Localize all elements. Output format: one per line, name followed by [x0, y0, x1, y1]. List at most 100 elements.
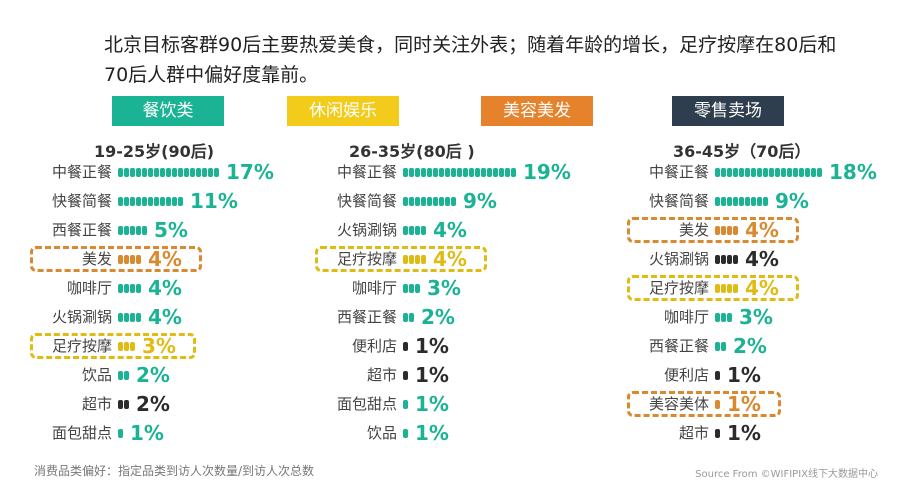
bar [715, 197, 768, 206]
bar-unit [445, 168, 450, 177]
highlight-box [30, 246, 202, 272]
bar-unit [445, 197, 450, 206]
bar [118, 197, 183, 206]
bar [403, 400, 408, 409]
bar-row: 西餐正餐 2% [305, 303, 585, 332]
value-label: 2% [136, 392, 170, 416]
bar-unit [727, 313, 732, 322]
category-label: 快餐简餐 [51, 192, 112, 210]
value-label: 1% [130, 421, 164, 445]
category-label: 西餐正餐 [648, 337, 709, 355]
bar-unit [214, 168, 219, 177]
bar-unit [757, 197, 762, 206]
bar-row: 西餐正餐 5% [20, 216, 300, 245]
bar-unit [130, 168, 135, 177]
bar-unit [457, 168, 462, 177]
category-label: 饮品 [81, 366, 112, 384]
value-label: 4% [745, 218, 779, 242]
highlight-box [627, 217, 799, 243]
highlight-box [627, 275, 799, 301]
bar-unit [715, 342, 720, 351]
bar-unit [136, 313, 141, 322]
bar-unit [463, 168, 468, 177]
value-label: 1% [727, 363, 761, 387]
bar-unit [136, 284, 141, 293]
bar-unit [403, 371, 408, 380]
bar-unit [202, 168, 207, 177]
bar-unit [427, 168, 432, 177]
bar-row: 快餐简餐 11% [20, 187, 300, 216]
bar-row: 足疗按摩 4% [625, 274, 900, 303]
legend-retail: 零售卖场 [672, 96, 784, 126]
bar-unit [715, 313, 720, 322]
bar-unit [415, 197, 420, 206]
bar-unit [439, 168, 444, 177]
bar-unit [136, 197, 141, 206]
chart-title: 26-35岁(80后 ) [349, 142, 475, 161]
category-label: 美发 [678, 221, 709, 239]
bar-unit [415, 226, 420, 235]
value-label: 19% [523, 160, 571, 184]
bar-unit [166, 168, 171, 177]
value-label: 1% [415, 392, 449, 416]
bar-unit [415, 255, 420, 264]
bar-unit [403, 400, 408, 409]
bar [715, 342, 726, 351]
bar-unit [124, 168, 129, 177]
legend-beauty: 美容美发 [481, 96, 593, 126]
bar-unit [715, 168, 720, 177]
chart-panel-1: 19-25岁(90后) 中餐正餐 17% 快餐简餐 11% 西餐正餐 5% 美发 4% 咖啡厅 4%… [20, 138, 300, 458]
bar-unit [118, 400, 123, 409]
value-label: 2% [733, 334, 767, 358]
bar-unit [751, 197, 756, 206]
chart-title: 19-25岁(90后) [94, 142, 215, 161]
bar-unit [403, 313, 408, 322]
bar-unit [481, 168, 486, 177]
bar-unit [124, 226, 129, 235]
bar [715, 400, 720, 409]
bar [715, 284, 738, 293]
bar-unit [166, 197, 171, 206]
bar-unit [118, 371, 123, 380]
bar-unit [715, 371, 720, 380]
category-label: 足疗按摩 [51, 337, 112, 355]
bar-unit [130, 197, 135, 206]
bar-unit [178, 197, 183, 206]
value-label: 9% [775, 189, 809, 213]
highlight-box [627, 391, 781, 417]
bar [118, 371, 129, 380]
bar [118, 255, 141, 264]
bar-unit [403, 429, 408, 438]
bar-unit [751, 168, 756, 177]
value-label: 1% [727, 421, 761, 445]
bar-unit [793, 168, 798, 177]
bar-unit [493, 168, 498, 177]
bar-unit [184, 168, 189, 177]
bar-unit [130, 226, 135, 235]
bar-unit [124, 255, 129, 264]
bar-unit [172, 197, 177, 206]
bar [118, 342, 135, 351]
bar-unit [727, 197, 732, 206]
bar-unit [409, 226, 414, 235]
bar-unit [715, 226, 720, 235]
bar-unit [469, 168, 474, 177]
bar-row: 西餐正餐 2% [625, 332, 900, 361]
value-label: 3% [739, 305, 773, 329]
category-label: 西餐正餐 [336, 308, 397, 326]
bar-unit [733, 226, 738, 235]
bar-unit [775, 168, 780, 177]
bar [118, 400, 129, 409]
bar-unit [427, 197, 432, 206]
bar-unit [715, 255, 720, 264]
bar-row: 快餐简餐 9% [625, 187, 900, 216]
bar-unit [787, 168, 792, 177]
bar-row: 火锅涮锅 4% [625, 245, 900, 274]
bar-row: 中餐正餐 18% [625, 158, 900, 187]
bar-unit [451, 168, 456, 177]
bar-unit [118, 255, 123, 264]
bar-unit [172, 168, 177, 177]
bar-unit [721, 255, 726, 264]
category-label: 中餐正餐 [648, 163, 709, 181]
category-label: 火锅涮锅 [336, 221, 397, 239]
